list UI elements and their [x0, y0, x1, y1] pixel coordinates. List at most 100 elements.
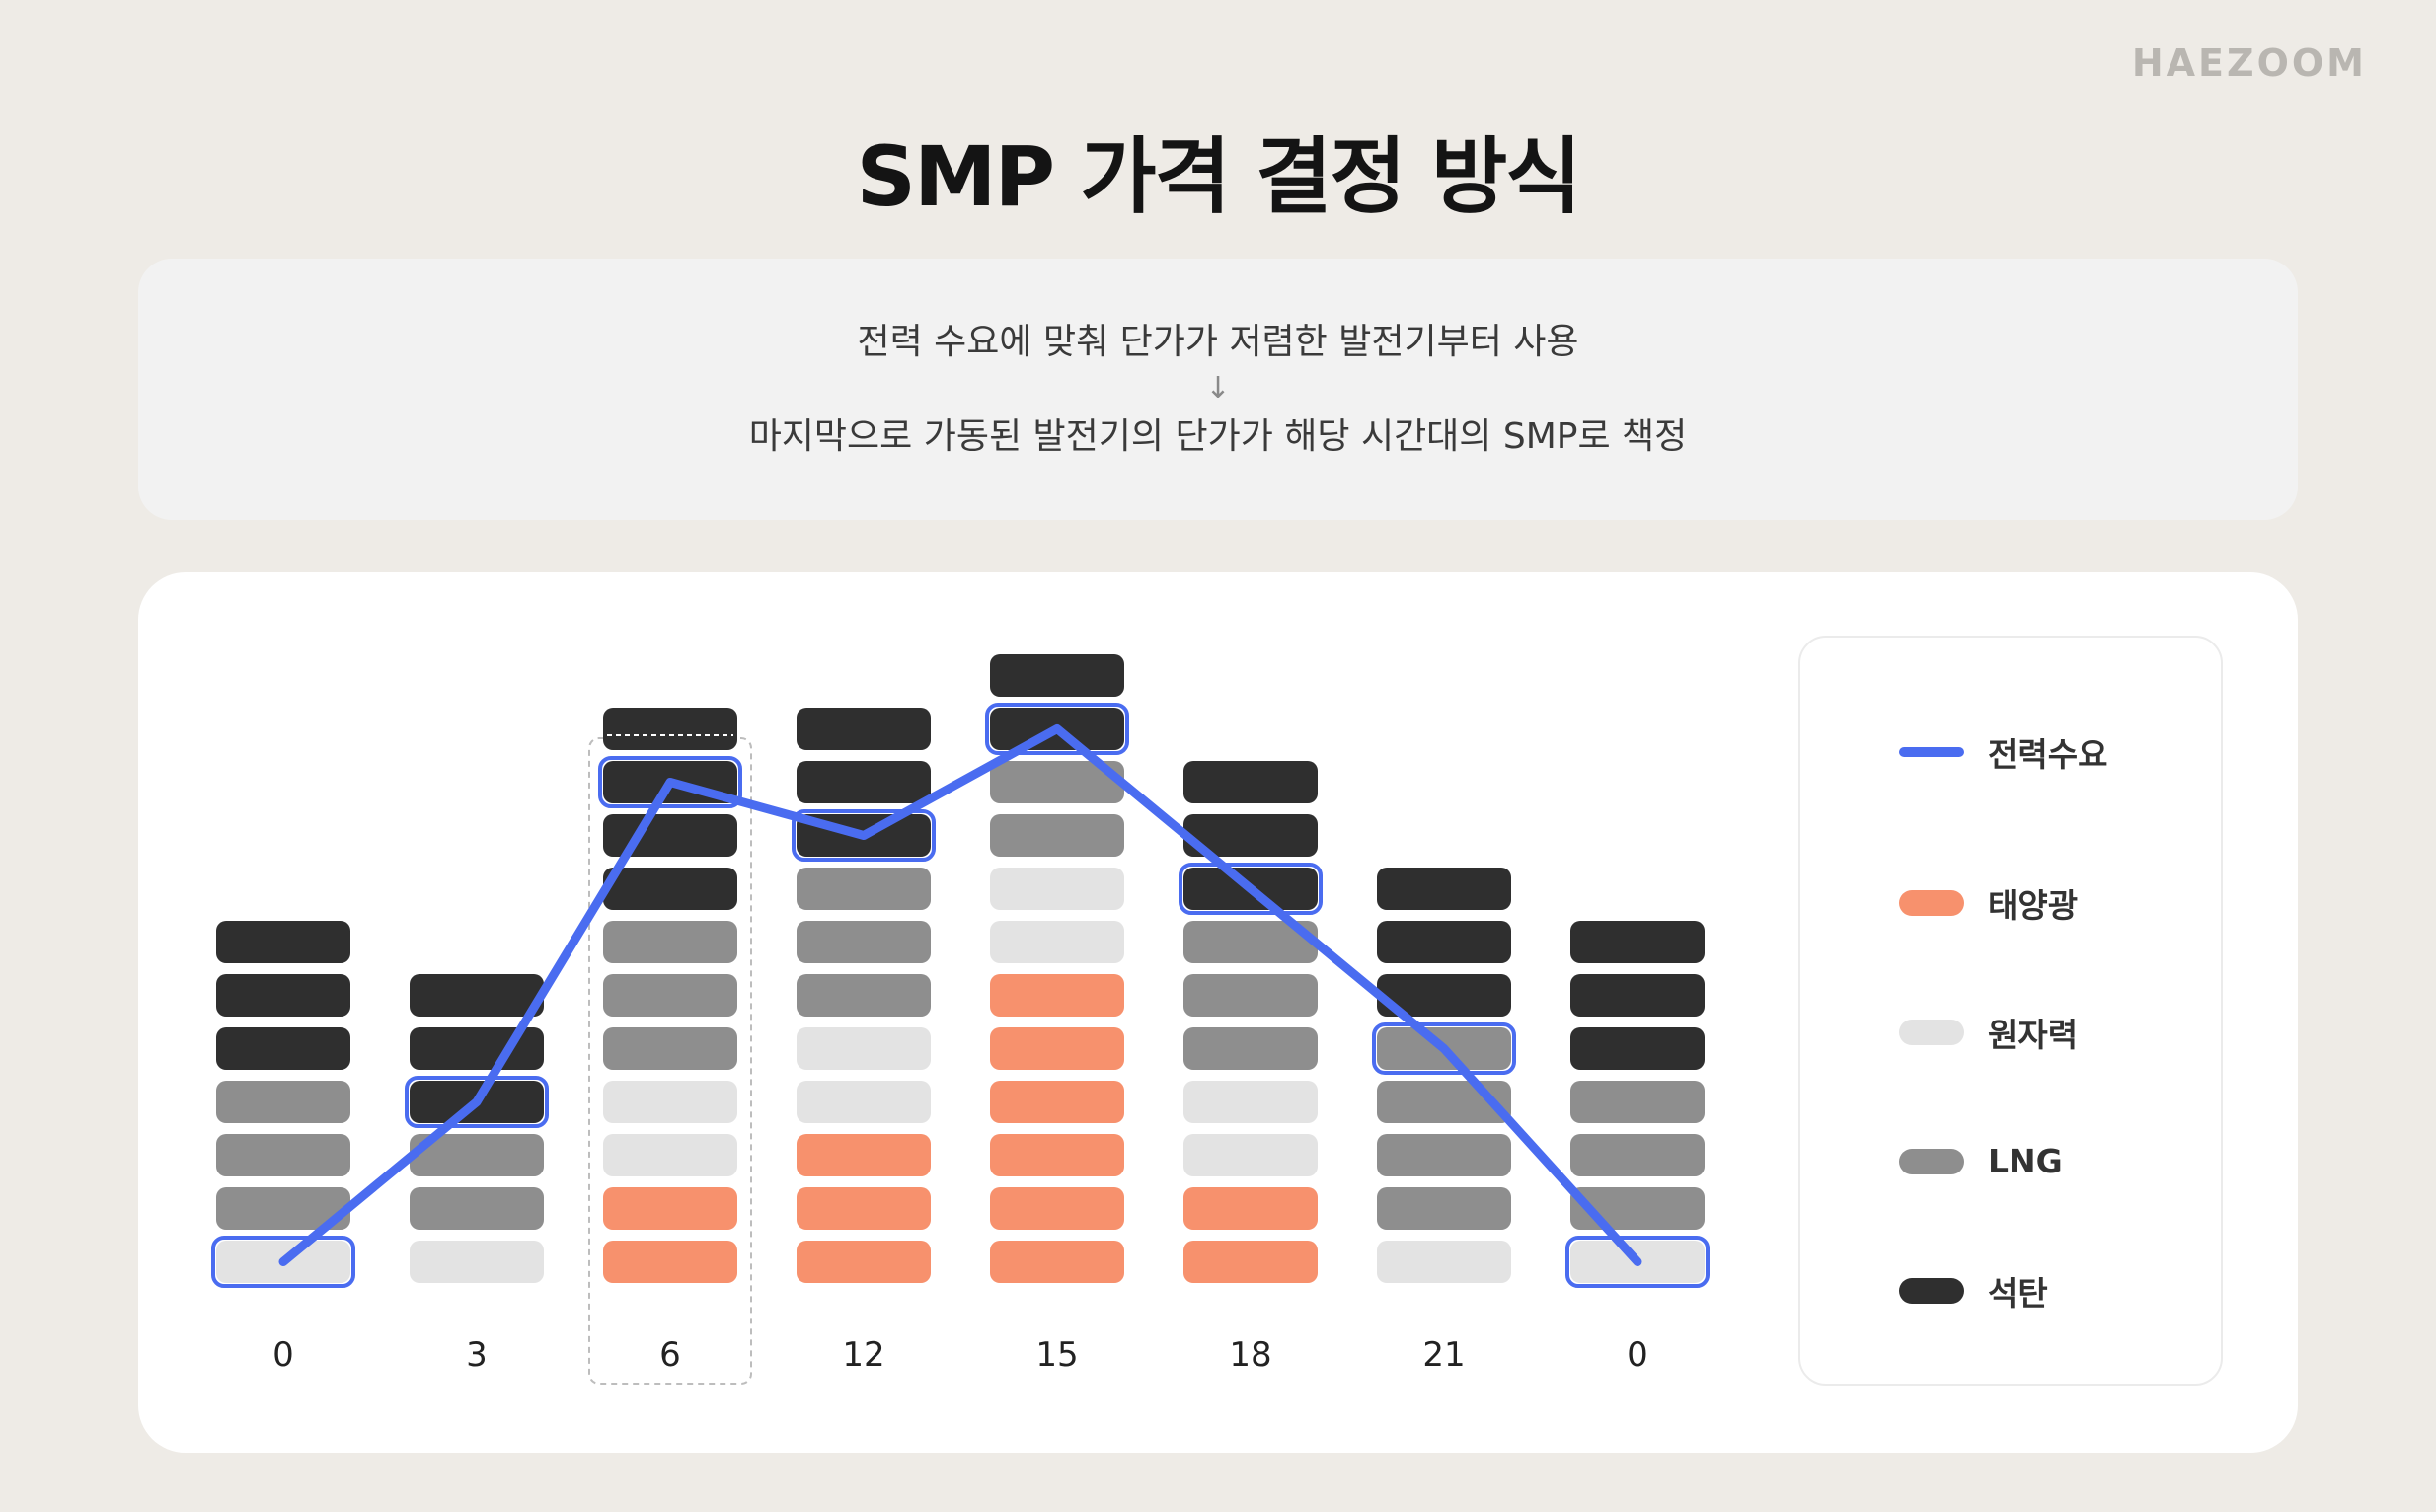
block-lng — [1570, 1081, 1705, 1123]
x-tick-label: 18 — [1229, 1335, 1271, 1375]
block-solar — [603, 1187, 737, 1230]
block-solar — [990, 1027, 1124, 1070]
block-coal — [1570, 974, 1705, 1017]
block-solar — [990, 1134, 1124, 1176]
block-nuclear — [410, 1241, 544, 1283]
marginal-block-outline — [211, 1236, 355, 1288]
smp-chart: 0 3 6 12 15 18 21 0 — [211, 654, 1710, 1385]
block-nuclear — [603, 1081, 737, 1123]
block-lng — [410, 1187, 544, 1230]
x-tick-label: 0 — [1627, 1335, 1648, 1375]
block-nuclear — [990, 921, 1124, 963]
block-coal — [216, 1027, 350, 1070]
marginal-block-outline — [1372, 1022, 1516, 1075]
block-coal — [1570, 921, 1705, 963]
x-tick-label: 12 — [842, 1335, 884, 1375]
block-coal — [990, 654, 1124, 697]
legend-item-solar: 태양광 — [1899, 838, 2221, 967]
block-nuclear — [1183, 1081, 1318, 1123]
block-solar — [990, 974, 1124, 1017]
description-box: 전력 수요에 맞춰 단가가 저렴한 발전기부터 사용 ↓ 마지막으로 가동된 발… — [138, 259, 2298, 520]
legend: 전력수요 태양광 원자력 LNG 석탄 — [1798, 636, 2223, 1386]
x-tick-label: 6 — [659, 1335, 681, 1375]
block-lng — [1570, 1134, 1705, 1176]
legend-swatch-lng — [1899, 1148, 1964, 1174]
block-solar — [797, 1241, 931, 1283]
block-lng — [1183, 921, 1318, 963]
block-lng — [990, 761, 1124, 803]
block-solar — [990, 1187, 1124, 1230]
legend-label: 태양광 — [1988, 885, 2079, 925]
block-lng — [1377, 1187, 1511, 1230]
marginal-block-outline — [1179, 863, 1323, 915]
legend-swatch-demand — [1899, 747, 1964, 757]
block-solar — [1183, 1187, 1318, 1230]
block-lng — [603, 1027, 737, 1070]
block-lng — [797, 868, 931, 910]
marginal-block-outline — [792, 809, 936, 862]
block-lng — [216, 1081, 350, 1123]
block-lng — [603, 921, 737, 963]
marginal-block-outline — [985, 703, 1129, 755]
block-nuclear — [797, 1081, 931, 1123]
block-lng — [216, 1134, 350, 1176]
legend-item-lng: LNG — [1899, 1096, 2221, 1226]
block-lng — [410, 1134, 544, 1176]
legend-item-coal: 석탄 — [1899, 1226, 2221, 1355]
chart-panel: 0 3 6 12 15 18 21 0 전력수요 태양광 원자력 LNG 석탄 — [138, 572, 2298, 1453]
block-coal — [603, 708, 737, 750]
block-coal — [1183, 761, 1318, 803]
legend-label: 원자력 — [1988, 1015, 2079, 1054]
block-coal — [1377, 974, 1511, 1017]
block-lng — [1183, 974, 1318, 1017]
block-coal — [216, 921, 350, 963]
block-lng — [797, 974, 931, 1017]
block-coal — [1570, 1027, 1705, 1070]
legend-label: LNG — [1988, 1142, 2063, 1180]
block-coal — [1183, 814, 1318, 857]
description-line-1: 전력 수요에 맞춰 단가가 저렴한 발전기부터 사용 — [857, 322, 1579, 363]
x-tick-label: 0 — [272, 1335, 294, 1375]
x-tick-label: 3 — [466, 1335, 488, 1375]
block-coal — [216, 974, 350, 1017]
x-tick-label: 15 — [1035, 1335, 1078, 1375]
marginal-block-outline — [1565, 1236, 1710, 1288]
marginal-block-outline — [598, 756, 742, 808]
block-lng — [1377, 1134, 1511, 1176]
legend-swatch-solar — [1899, 889, 1964, 916]
block-nuclear — [1183, 1134, 1318, 1176]
legend-swatch-nuclear — [1899, 1019, 1964, 1045]
legend-label: 전력수요 — [1988, 735, 2108, 774]
block-solar — [990, 1241, 1124, 1283]
down-arrow-icon: ↓ — [1205, 370, 1231, 406]
block-coal — [603, 814, 737, 857]
block-coal — [1377, 868, 1511, 910]
description-line-2: 마지막으로 가동된 발전기의 단가가 해당 시간대의 SMP로 책정 — [748, 416, 1688, 457]
block-coal — [797, 761, 931, 803]
block-nuclear — [1377, 1241, 1511, 1283]
block-solar — [990, 1081, 1124, 1123]
page-title: SMP 가격 결정 방식 — [856, 128, 1581, 225]
x-tick-label: 21 — [1422, 1335, 1465, 1375]
block-nuclear — [603, 1134, 737, 1176]
block-coal — [1377, 921, 1511, 963]
legend-item-demand: 전력수요 — [1899, 709, 2221, 795]
brand-logo: HAEZOOM — [2131, 41, 2367, 85]
legend-swatch-coal — [1899, 1277, 1964, 1304]
block-solar — [603, 1241, 737, 1283]
block-solar — [797, 1187, 931, 1230]
marginal-block-outline — [405, 1076, 549, 1128]
block-lng — [603, 974, 737, 1017]
block-nuclear — [990, 868, 1124, 910]
block-nuclear — [797, 1027, 931, 1070]
block-coal — [410, 974, 544, 1017]
block-coal — [797, 708, 931, 750]
block-lng — [1183, 1027, 1318, 1070]
block-lng — [990, 814, 1124, 857]
block-coal — [603, 868, 737, 910]
legend-label: 석탄 — [1988, 1273, 2048, 1313]
block-solar — [797, 1134, 931, 1176]
block-solar — [1183, 1241, 1318, 1283]
block-coal — [410, 1027, 544, 1070]
block-lng — [216, 1187, 350, 1230]
